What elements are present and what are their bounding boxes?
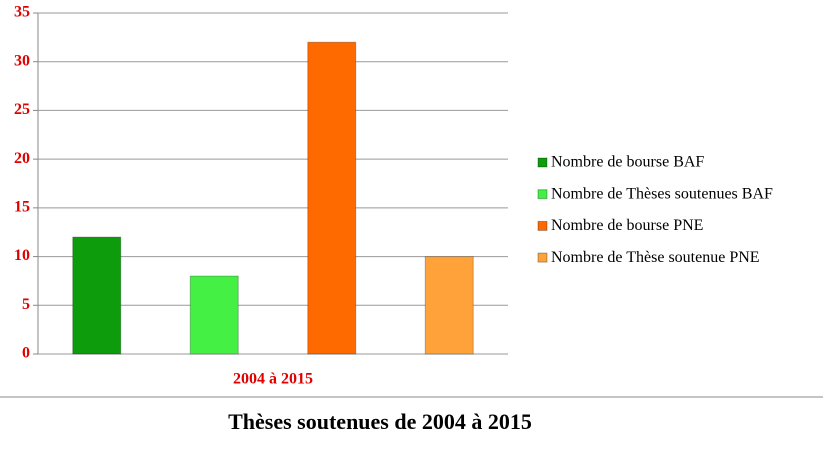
bar [189,275,239,355]
bar [72,236,122,355]
y-tick-label: 35 [14,4,30,21]
legend-swatch [537,252,548,263]
legend-label: Nombre de Thèses soutenues BAF [551,185,773,202]
y-tick-label: 10 [14,247,30,264]
y-tick-label: 25 [14,101,30,118]
bar [424,256,474,355]
y-tick-label: 15 [14,199,30,216]
legend-label: Nombre de bourse PNE [551,217,703,234]
y-tick-label: 5 [22,296,30,313]
legend-swatch [537,189,548,200]
y-tick-label: 20 [14,150,30,167]
x-tick-label: 2004 à 2015 [233,371,313,388]
legend-swatch [537,220,548,231]
chart-title: Thèses soutenues de 2004 à 2015 [228,409,532,434]
legend-label: Nombre de bourse BAF [551,154,704,171]
y-tick-label: 0 [22,345,30,362]
legend-label: Nombre de Thèse soutenue PNE [551,249,760,266]
bar [307,41,357,355]
legend-swatch [537,157,548,168]
y-tick-label: 30 [14,52,30,69]
